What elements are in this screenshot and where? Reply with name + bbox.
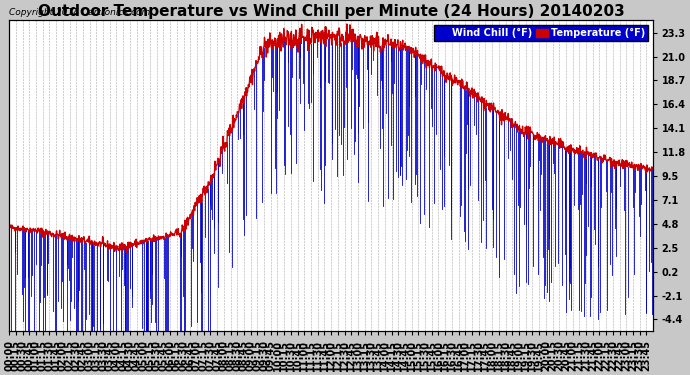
Legend: Wind Chill (°F), Temperature (°F): Wind Chill (°F), Temperature (°F)	[435, 25, 648, 41]
Title: Outdoor Temperature vs Wind Chill per Minute (24 Hours) 20140203: Outdoor Temperature vs Wind Chill per Mi…	[37, 4, 624, 19]
Text: Copyright 2014 Cartronics.com: Copyright 2014 Cartronics.com	[9, 8, 150, 17]
